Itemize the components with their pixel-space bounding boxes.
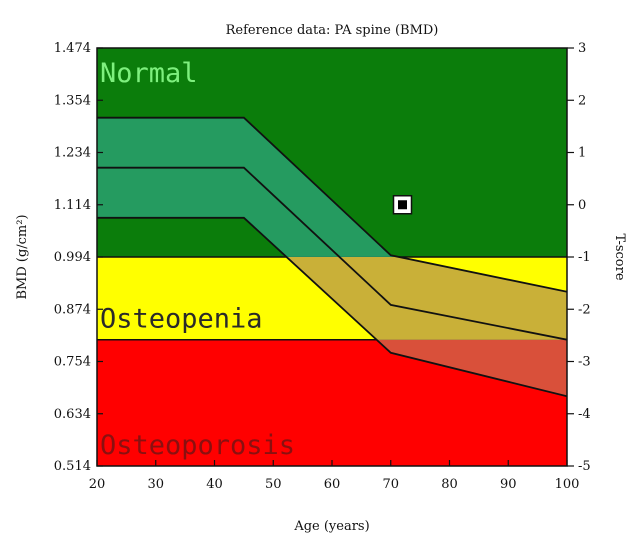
x-tick-label: 30 — [147, 477, 164, 492]
zone-label-normal: Normal — [100, 58, 198, 89]
y-tick-label: 1.354 — [54, 93, 91, 108]
x-tick-label: 20 — [89, 477, 106, 492]
reference-curve-mean — [97, 166, 567, 341]
x-tick-label: 70 — [382, 477, 399, 492]
reference-band-osteoporosis — [376, 339, 567, 397]
x-tick-label: 60 — [324, 477, 341, 492]
right-tick-label: 1 — [578, 146, 586, 161]
right-tick-label: 3 — [578, 41, 586, 56]
y-tick-label: 1.474 — [54, 41, 91, 56]
y-tick-label: 1.234 — [54, 146, 91, 161]
right-tick-label: -4 — [578, 407, 591, 422]
y-tick-label: 0.634 — [54, 407, 91, 422]
y-tick-label: 0.994 — [54, 250, 91, 265]
zone-label-osteoporosis: Osteoporosis — [100, 430, 295, 461]
x-tick-label: 50 — [265, 477, 282, 492]
y-axis-title: BMD (g/cm²) — [15, 214, 30, 299]
right-tick-label: -3 — [578, 355, 591, 370]
right-tick-label: -1 — [578, 250, 591, 265]
x-tick-label: 90 — [500, 477, 517, 492]
reference-curve-upper — [97, 116, 567, 293]
y-tick-label: 0.514 — [54, 459, 91, 474]
zone-label-osteopenia: Osteopenia — [100, 304, 263, 335]
chart-title: Reference data: PA spine (BMD) — [226, 23, 439, 38]
right-tick-label: 2 — [578, 93, 586, 108]
right-axis-title: T-score — [612, 233, 627, 280]
patient-marker-center — [398, 200, 407, 210]
right-tick-label: -5 — [578, 459, 591, 474]
x-tick-label: 40 — [206, 477, 223, 492]
y-tick-label: 0.754 — [54, 355, 91, 370]
y-tick-label: 0.874 — [54, 302, 91, 317]
right-tick-label: -2 — [578, 302, 591, 317]
y-tick-label: 1.114 — [54, 198, 91, 213]
reference-curve-lower — [97, 216, 567, 398]
right-tick-label: 0 — [578, 198, 586, 213]
x-tick-label: 100 — [555, 477, 580, 492]
x-tick-label: 80 — [441, 477, 458, 492]
x-axis-title: Age (years) — [293, 519, 369, 534]
